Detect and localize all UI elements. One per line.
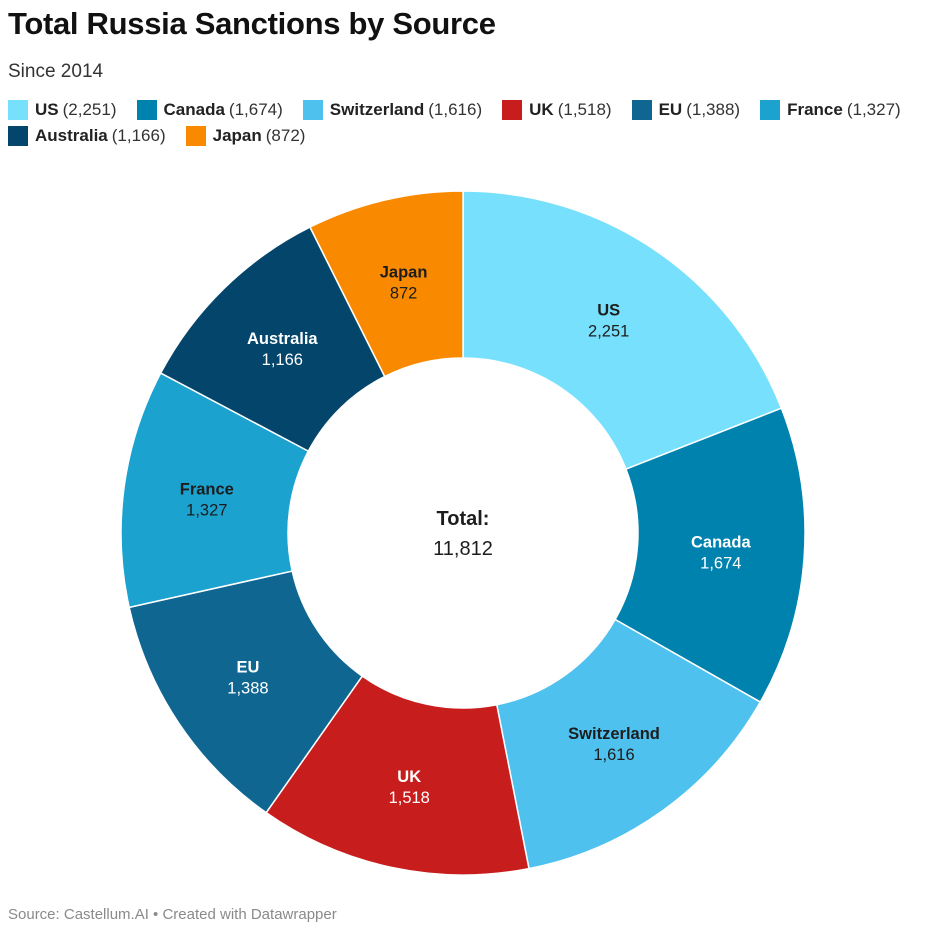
legend-value: (2,251) — [62, 100, 117, 119]
slice-eu — [128, 570, 364, 814]
legend-swatch — [8, 100, 28, 120]
slice-label-australia: Australia 1,166 — [247, 330, 318, 369]
legend-value: (872) — [265, 126, 306, 145]
slice-uk — [265, 675, 530, 876]
legend-value: (1,674) — [228, 100, 283, 119]
slice-japan — [308, 190, 464, 378]
slice-label-us: US 2,251 — [588, 301, 629, 340]
chart-title: Total Russia Sanctions by Source — [8, 6, 496, 41]
legend-value: (1,166) — [111, 126, 166, 145]
slice-label-france: France 1,327 — [180, 481, 234, 520]
slice-us — [462, 190, 783, 471]
center-total-label: Total: — [437, 508, 490, 530]
slice-label-canada: Canada 1,674 — [691, 534, 751, 573]
legend-item-japan: Japan (872) — [185, 126, 306, 146]
legend-value: (1,518) — [557, 100, 612, 119]
legend-item-eu: EU (1,388) — [631, 100, 741, 120]
slice-label-uk: UK 1,518 — [389, 768, 430, 807]
legend-item-canada: Canada (1,674) — [136, 100, 283, 120]
slice-canada — [614, 407, 806, 704]
slice-switzerland — [495, 618, 762, 870]
legend-label: EU — [658, 100, 683, 119]
slice-label-switzerland: Switzerland 1,616 — [568, 725, 660, 764]
donut-slices — [120, 190, 806, 876]
legend-swatch — [631, 100, 652, 120]
slice-labels: US 2,251 Canada 1,674 Switzerland 1,616 UK 1,51… — [180, 263, 752, 806]
chart-legend: US (2,251) Canada (1,674) Switzerland (1,616)… — [8, 100, 908, 146]
donut-chart: US 2,251 Canada 1,674 Switzerland 1,616 UK 1,51… — [120, 190, 806, 876]
slice-label-japan: Japan 872 — [380, 263, 428, 302]
legend-label: Canada — [163, 100, 225, 119]
legend-label: Japan — [212, 126, 262, 145]
legend-label: Switzerland — [329, 100, 425, 119]
source-footer: Source: Castellum.AI • Created with Data… — [8, 906, 337, 923]
legend-swatch — [8, 126, 28, 146]
legend-item-switzerland: Switzerland (1,616) — [302, 100, 483, 120]
slice-label-eu: EU 1,388 — [227, 658, 268, 697]
legend-swatch — [502, 100, 523, 120]
legend-label: UK — [529, 100, 554, 119]
legend-value: (1,616) — [428, 100, 483, 119]
chart-subtitle: Since 2014 — [8, 61, 104, 82]
legend-value: (1,327) — [846, 100, 901, 119]
legend-swatch — [136, 100, 157, 120]
legend-label: France — [787, 100, 843, 119]
legend-swatch — [185, 126, 206, 146]
legend-value: (1,388) — [686, 100, 741, 119]
center-total-value: 11,812 — [433, 538, 493, 560]
legend-label: Australia — [35, 126, 108, 145]
legend-item-france: France (1,327) — [760, 100, 901, 120]
legend-item-uk: UK (1,518) — [502, 100, 612, 120]
legend-item-australia: Australia (1,166) — [8, 126, 166, 146]
legend-item-us: US (2,251) — [8, 100, 117, 120]
legend-swatch — [760, 100, 781, 120]
legend-label: US — [35, 100, 59, 119]
legend-swatch — [302, 100, 323, 120]
